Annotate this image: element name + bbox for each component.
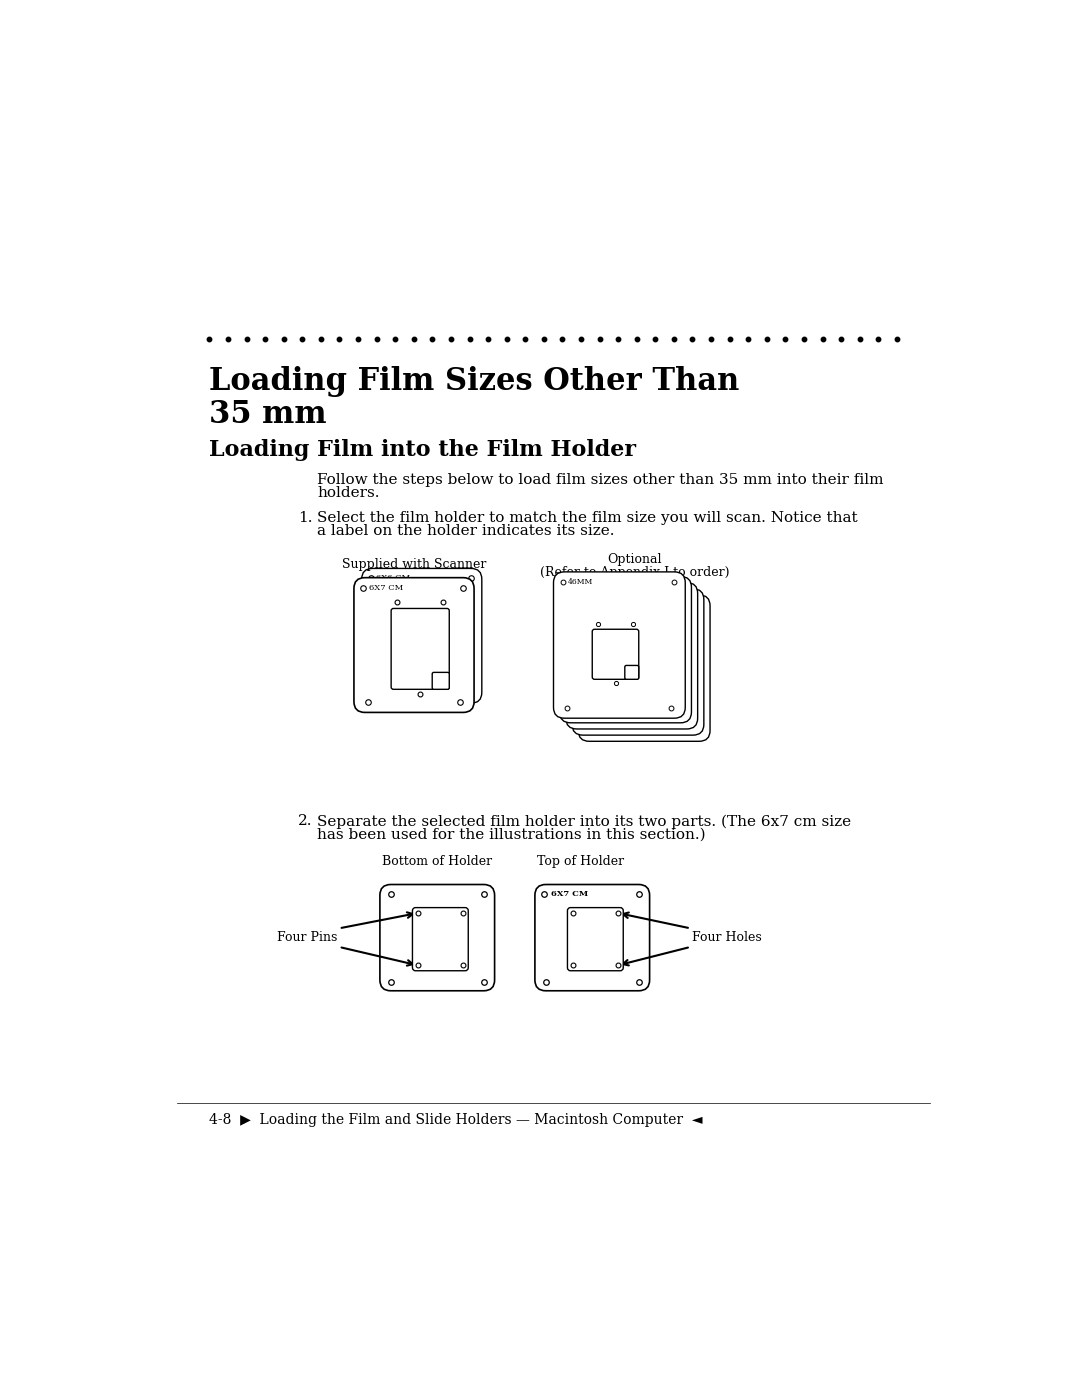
Text: Loading Film Sizes Other Than: Loading Film Sizes Other Than [208,366,739,397]
FancyBboxPatch shape [432,672,449,689]
FancyBboxPatch shape [625,665,638,679]
FancyBboxPatch shape [535,884,649,990]
FancyBboxPatch shape [391,609,449,689]
Text: Top of Holder: Top of Holder [537,855,624,869]
FancyBboxPatch shape [592,629,638,679]
Text: 46MM: 46MM [567,578,593,585]
Text: 6X9 CM: 6X9 CM [586,595,617,604]
FancyBboxPatch shape [578,595,710,742]
Text: holders.: holders. [318,486,380,500]
FancyBboxPatch shape [566,583,698,729]
Text: Optional: Optional [608,553,662,566]
Text: 2.: 2. [298,814,312,828]
Text: Separate the selected film holder into its two parts. (The 6x7 cm size: Separate the selected film holder into i… [318,814,851,828]
Text: Supplied with Scanner: Supplied with Scanner [341,557,486,571]
Text: Bottom of Holder: Bottom of Holder [382,855,492,869]
FancyBboxPatch shape [413,908,469,971]
Text: Four Pins: Four Pins [276,932,337,944]
Text: (Refer to Appendix I to order): (Refer to Appendix I to order) [540,566,730,578]
Text: 6X4.5CM: 6X4.5CM [580,588,616,597]
FancyBboxPatch shape [362,569,482,703]
Text: has been used for the illustrations in this section.): has been used for the illustrations in t… [318,827,705,841]
FancyBboxPatch shape [354,578,474,712]
Text: 6X7 CM: 6X7 CM [551,890,589,898]
Text: Loading Film into the Film Holder: Loading Film into the Film Holder [208,439,636,461]
FancyBboxPatch shape [567,908,623,971]
FancyBboxPatch shape [572,588,704,735]
Text: 70MM: 70MM [592,601,618,609]
Text: Select the film holder to match the film size you will scan. Notice that: Select the film holder to match the film… [318,511,858,525]
Text: 6X6 CM: 6X6 CM [377,574,410,583]
FancyBboxPatch shape [559,577,691,722]
Text: 1.: 1. [298,511,312,525]
FancyBboxPatch shape [554,571,685,718]
Text: 35 mm: 35 mm [208,400,326,430]
Text: a label on the holder indicates its size.: a label on the holder indicates its size… [318,524,615,538]
FancyBboxPatch shape [380,884,495,990]
Text: Four Holes: Four Holes [692,932,762,944]
Text: 6X7 CM: 6X7 CM [368,584,403,592]
Text: 4-8  ▶  Loading the Film and Slide Holders — Macintosh Computer  ◄: 4-8 ▶ Loading the Film and Slide Holders… [208,1113,702,1127]
Text: Follow the steps below to load film sizes other than 35 mm into their film: Follow the steps below to load film size… [318,472,883,486]
Text: 4.5X6 CM: 4.5X6 CM [573,583,612,591]
